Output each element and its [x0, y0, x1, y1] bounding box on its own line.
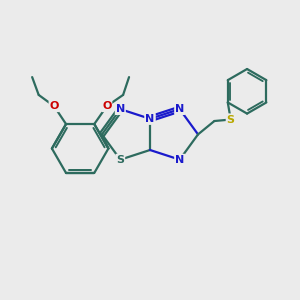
Text: N: N — [146, 114, 154, 124]
Text: O: O — [50, 101, 59, 111]
Text: N: N — [146, 114, 154, 124]
Text: S: S — [227, 115, 235, 124]
Text: O: O — [102, 101, 111, 111]
Text: S: S — [116, 154, 124, 165]
Text: N: N — [116, 104, 125, 114]
Text: N: N — [175, 104, 184, 114]
Text: S: S — [227, 115, 235, 124]
Text: N: N — [175, 154, 184, 165]
